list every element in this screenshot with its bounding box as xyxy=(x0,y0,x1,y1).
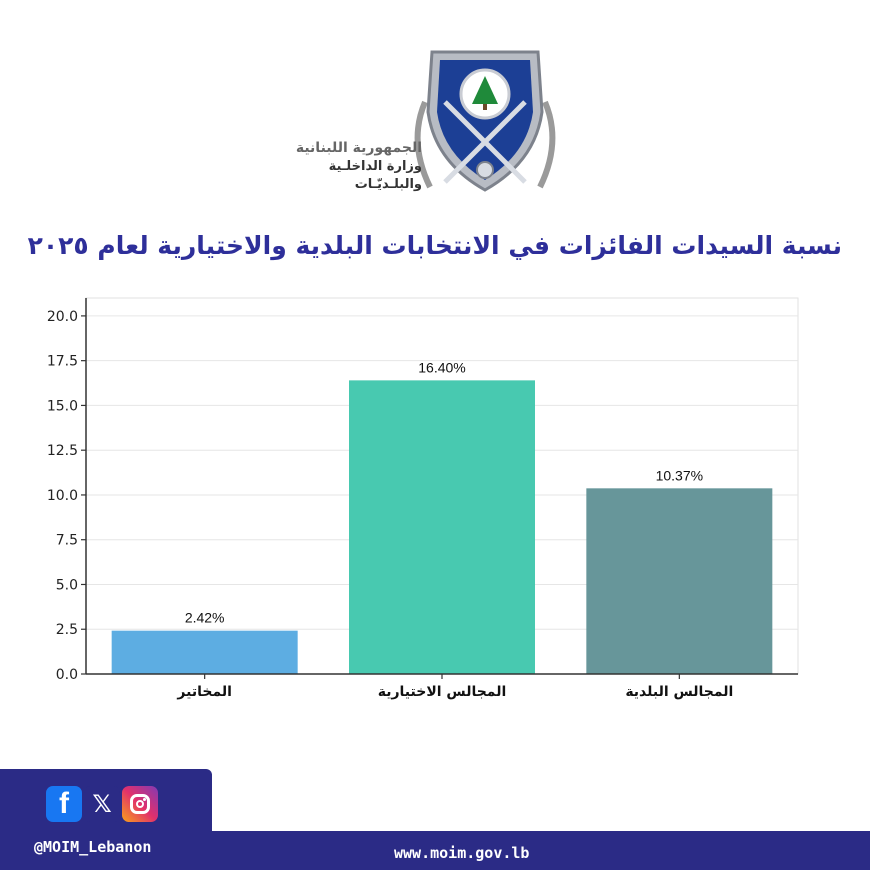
social-handle[interactable]: @MOIM_Lebanon xyxy=(34,838,152,856)
y-tick-label: 15.0 xyxy=(47,398,78,414)
y-tick-label: 0.0 xyxy=(56,667,78,683)
header-logo-area: الجمهورية اللبنانية وزارة الداخلـية والب… xyxy=(280,42,560,202)
bar xyxy=(111,630,298,674)
bar-chart: 0.0 2.5 5.0 7.5 10.0 12.5 15.0 17.5 20.0 2.42% 16… xyxy=(47,297,799,700)
org-line-municipalities: والبلـديّـات xyxy=(354,177,422,192)
y-tick-label: 7.5 xyxy=(56,533,78,549)
instagram-icon[interactable] xyxy=(122,786,158,822)
bar xyxy=(586,488,773,674)
bar xyxy=(349,380,535,674)
y-tick-label: 20.0 xyxy=(47,309,78,325)
y-tick-label: 5.0 xyxy=(56,577,78,593)
chart-title: نسبة السيدات الفائزات في الانتخابات البل… xyxy=(27,231,842,260)
org-line-republic: الجمهورية اللبنانية xyxy=(295,140,422,156)
y-tick-label: 2.5 xyxy=(56,622,78,638)
y-tick-label: 10.0 xyxy=(47,488,78,504)
data-labels: 2.42% 16.40% 10.37% xyxy=(185,359,703,625)
website-link[interactable]: www.moim.gov.lb xyxy=(394,844,530,862)
x-tick-label: المجالس البلدية xyxy=(625,684,733,700)
y-tick-label: 17.5 xyxy=(47,354,78,370)
facebook-icon[interactable]: f xyxy=(46,786,82,822)
x-icon[interactable]: 𝕏 xyxy=(84,786,120,822)
data-label: 16.40% xyxy=(418,359,465,375)
x-tick-label: المجالس الاختيارية xyxy=(378,684,507,700)
social-icons: f 𝕏 xyxy=(46,786,158,822)
ministry-shield-logo xyxy=(414,50,556,192)
org-line-ministry: وزارة الداخلـية xyxy=(328,159,422,174)
y-axis-ticks: 0.0 2.5 5.0 7.5 10.0 12.5 15.0 17.5 20.0 xyxy=(47,309,86,683)
footer-bar xyxy=(0,831,870,870)
bars xyxy=(111,380,773,674)
data-label: 10.37% xyxy=(656,467,703,483)
y-tick-label: 12.5 xyxy=(47,443,78,459)
data-label: 2.42% xyxy=(185,610,225,626)
x-axis-ticks: المخاتير المجالس الاختيارية المجالس البلدي… xyxy=(176,674,733,700)
x-tick-label: المخاتير xyxy=(176,684,231,700)
